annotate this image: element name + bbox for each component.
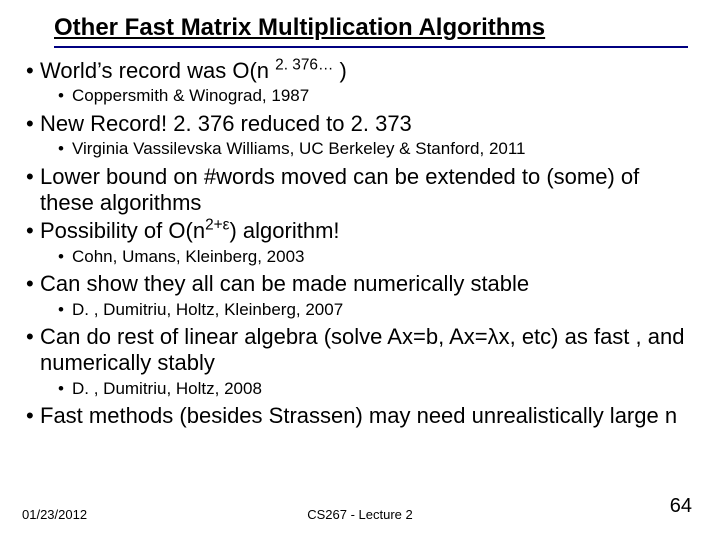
bullet-level1: •Can show they all can be made numerical… xyxy=(22,271,698,297)
slide: Other Fast Matrix Multiplication Algorit… xyxy=(0,0,720,540)
bullet-level2: •D. , Dumitriu, Holtz, Kleinberg, 2007 xyxy=(22,300,698,320)
bullet-level1: •Possibility of O(n2+ε) algorithm! xyxy=(22,218,698,244)
bullet-level1: •Fast methods (besides Strassen) may nee… xyxy=(22,403,698,429)
footer-course: CS267 - Lecture 2 xyxy=(307,507,413,522)
bullet-level1: •World’s record was O(n 2. 376… ) xyxy=(22,58,698,84)
footer-page-number: 64 xyxy=(670,495,692,518)
bullet-level1: •Can do rest of linear algebra (solve Ax… xyxy=(22,324,698,377)
slide-body: •World’s record was O(n 2. 376… )•Copper… xyxy=(22,58,698,429)
bullet-level1: •New Record! 2. 376 reduced to 2. 373 xyxy=(22,111,698,137)
bullet-level2: •D. , Dumitriu, Holtz, 2008 xyxy=(22,379,698,399)
bullet-level2: •Cohn, Umans, Kleinberg, 2003 xyxy=(22,247,698,267)
slide-title: Other Fast Matrix Multiplication Algorit… xyxy=(54,14,688,48)
footer-date: 01/23/2012 xyxy=(22,507,87,522)
bullet-level2: •Coppersmith & Winograd, 1987 xyxy=(22,86,698,106)
bullet-level2: •Virginia Vassilevska Williams, UC Berke… xyxy=(22,139,698,159)
bullet-level1: •Lower bound on #words moved can be exte… xyxy=(22,164,698,217)
